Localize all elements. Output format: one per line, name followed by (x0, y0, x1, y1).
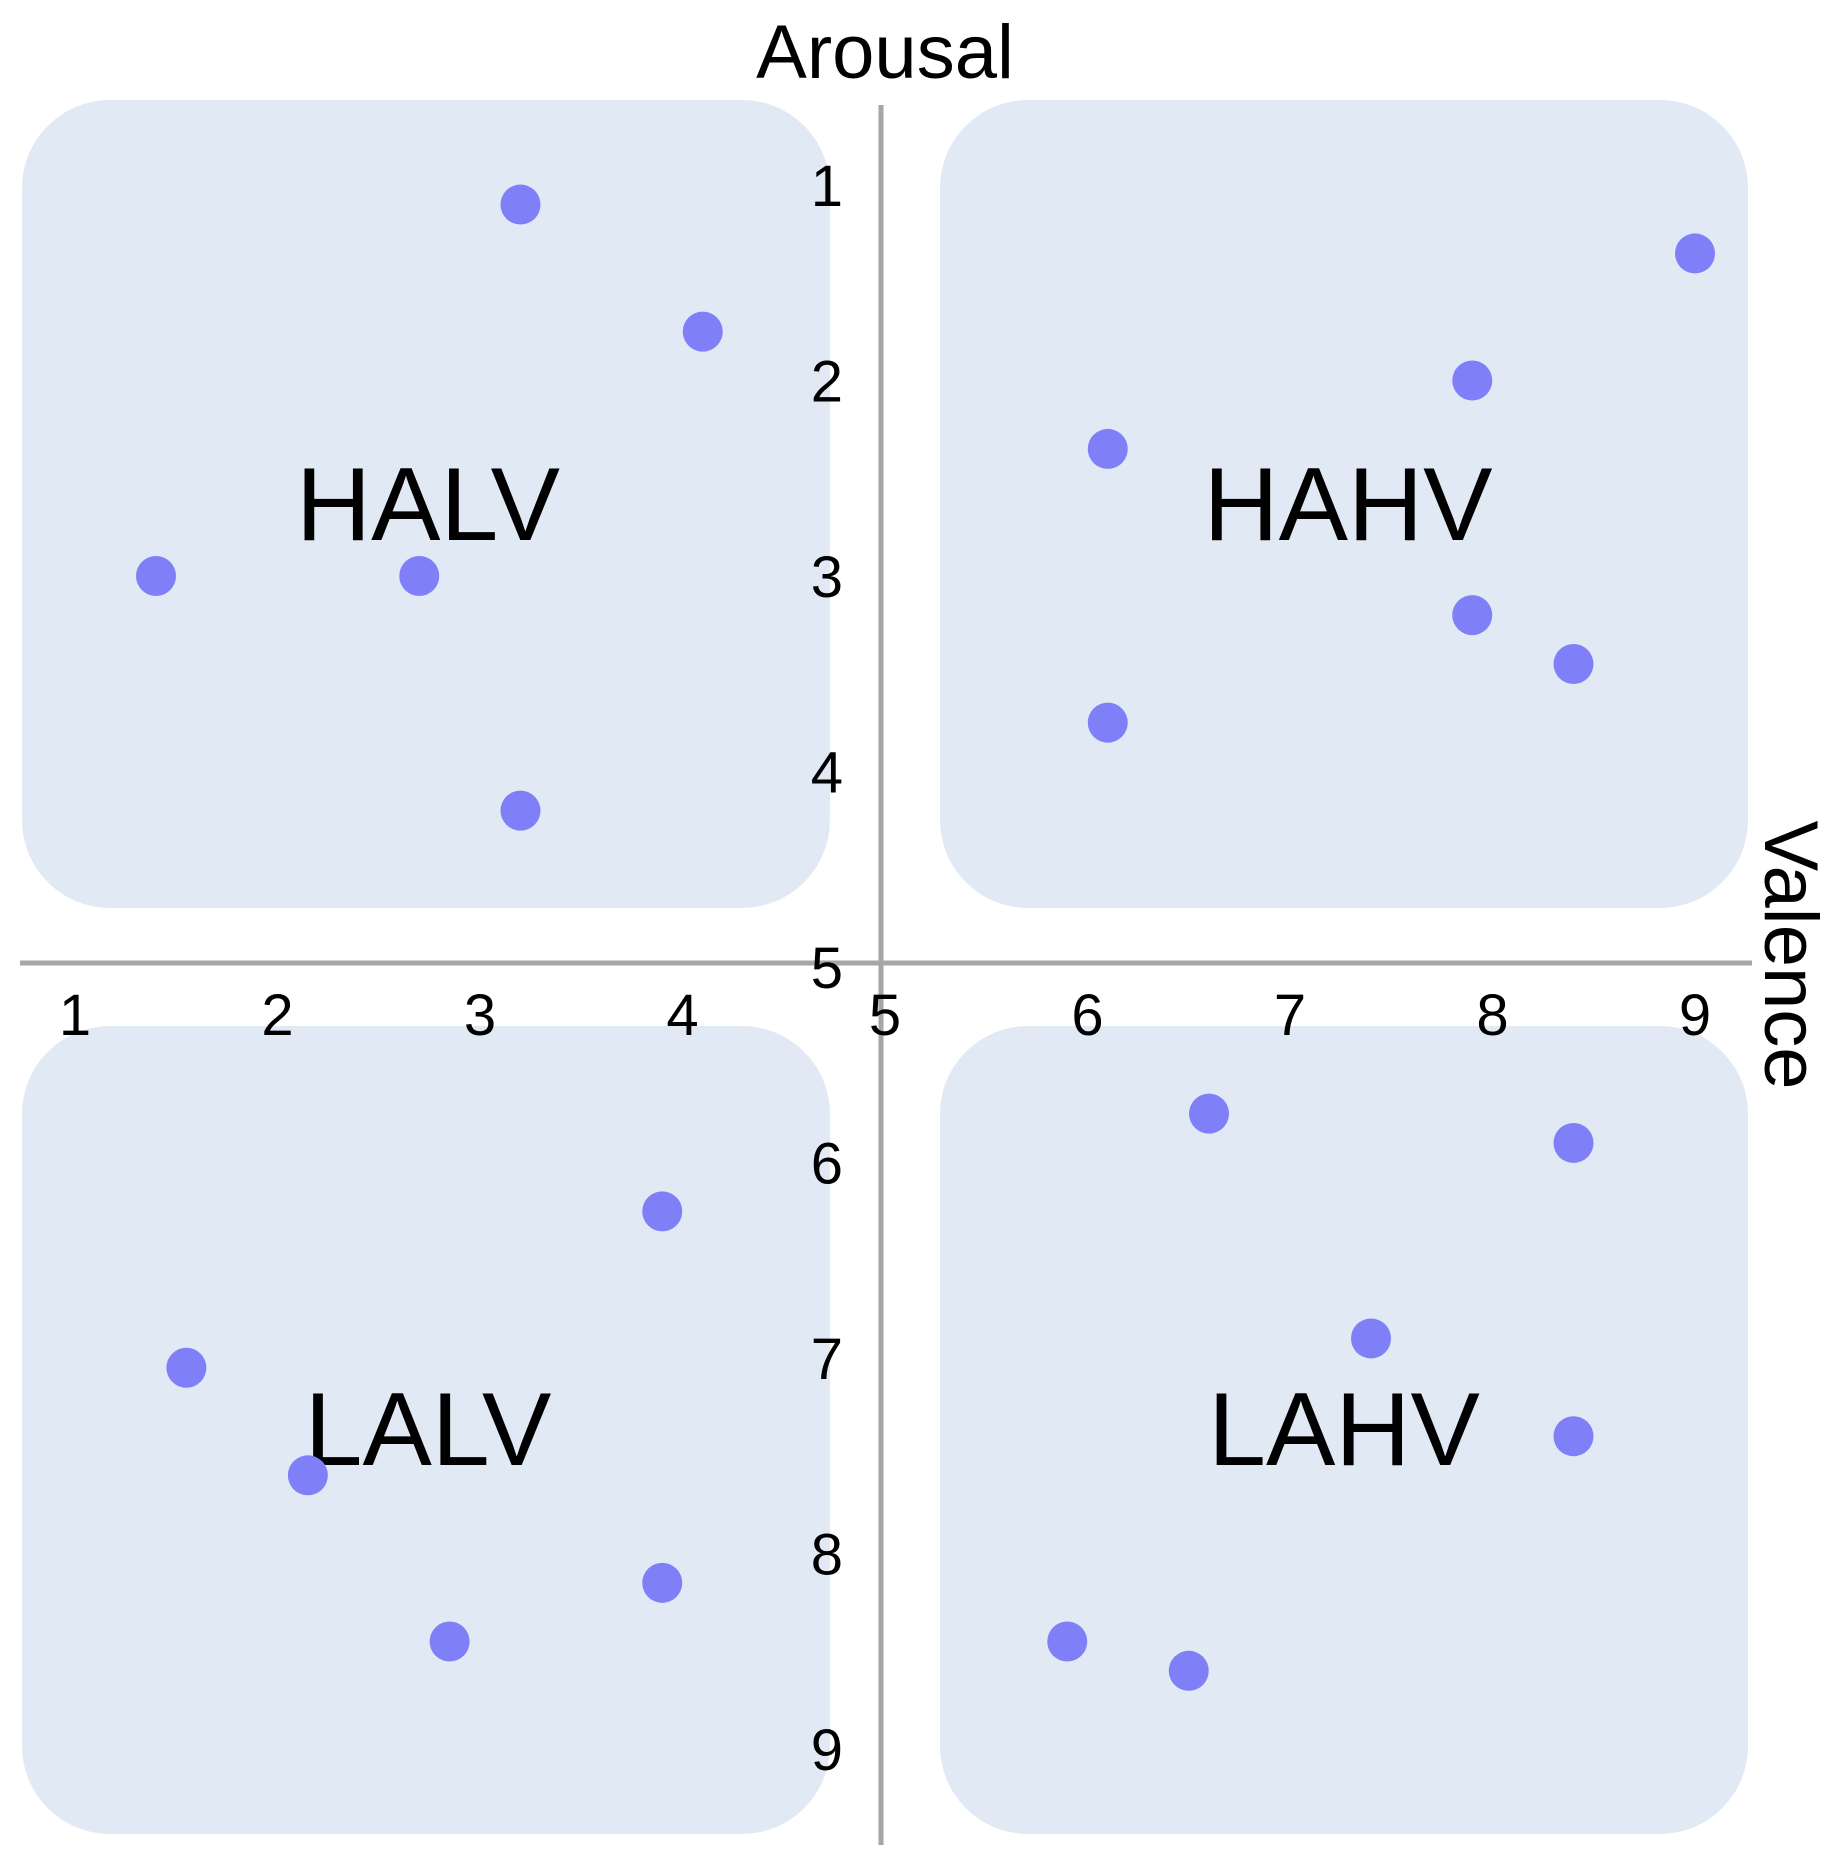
x-tick-label: 1 (59, 983, 91, 1048)
data-point (1553, 643, 1594, 684)
data-point (399, 556, 440, 596)
quadrant-box-bottom-right (940, 1026, 1748, 1834)
data-point (429, 1621, 470, 1662)
data-point (1553, 1416, 1594, 1457)
x-tick-label: 8 (1476, 983, 1508, 1048)
quadrant-box-top-right (940, 100, 1748, 908)
y-tick-label: 8 (811, 1523, 843, 1588)
y-tick-label: 1 (811, 154, 843, 219)
y-tick-label: 5 (811, 936, 843, 1001)
y-tick-label: 2 (811, 350, 843, 415)
data-point (642, 1562, 683, 1603)
data-point (1675, 233, 1715, 274)
y-tick-label: 6 (811, 1132, 843, 1197)
x-tick-label: 2 (261, 983, 293, 1048)
x-tick-label: 4 (666, 983, 698, 1048)
data-point (1189, 1093, 1229, 1134)
data-point (166, 1347, 207, 1388)
x-tick-label: 9 (1679, 983, 1711, 1048)
x-axis-label: Valence (1748, 820, 1833, 1089)
data-point (1087, 702, 1128, 743)
data-point (1452, 595, 1493, 636)
quadrant-label-lalv: LALV (305, 1372, 552, 1488)
y-axis-ticks: 1 2 3 4 5 6 7 8 9 (811, 154, 843, 1783)
data-point (1452, 360, 1493, 401)
x-tick-label: 5 (869, 983, 901, 1048)
quadrant-box-top-left (22, 100, 830, 908)
x-axis-ticks: 1 2 3 4 5 6 7 8 9 (59, 983, 1711, 1048)
y-tick-label: 4 (811, 741, 843, 806)
data-point (500, 790, 541, 831)
y-tick-label: 7 (811, 1327, 843, 1392)
data-point (1351, 1318, 1391, 1359)
data-point (682, 311, 723, 352)
x-tick-label: 3 (464, 983, 496, 1048)
data-point (1087, 428, 1128, 469)
data-point (136, 556, 176, 596)
data-point (1047, 1621, 1088, 1662)
y-tick-label: 3 (811, 545, 843, 610)
data-point (1553, 1122, 1594, 1163)
x-tick-label: 6 (1071, 983, 1103, 1048)
data-point (500, 184, 541, 225)
data-points (136, 184, 1715, 1691)
quadrant-box-bottom-left (22, 1026, 830, 1834)
y-axis-label: Arousal (756, 10, 1014, 95)
data-point (287, 1455, 328, 1496)
quadrant-label-lahv: LAHV (1208, 1372, 1480, 1488)
x-tick-label: 7 (1274, 983, 1306, 1048)
quadrant-label-hahv: HAHV (1204, 447, 1493, 563)
y-tick-label: 9 (811, 1718, 843, 1783)
data-point (642, 1191, 683, 1232)
data-point (1168, 1650, 1209, 1691)
quadrant-label-halv: HALV (296, 447, 560, 563)
